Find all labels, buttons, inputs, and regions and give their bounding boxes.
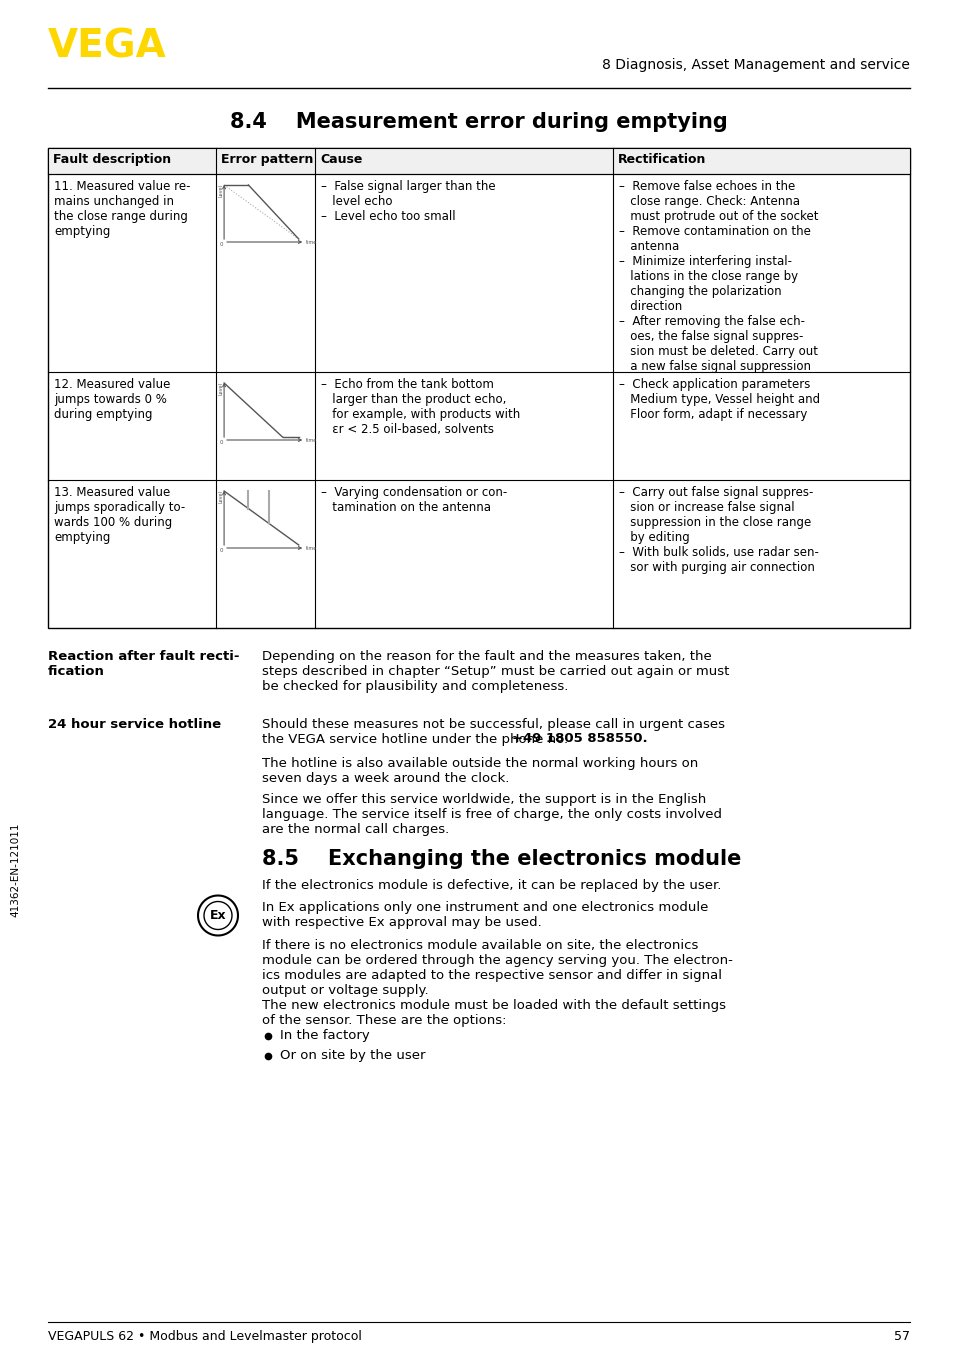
Text: +49 1805 858550.: +49 1805 858550. <box>511 733 647 746</box>
Text: Rectification: Rectification <box>617 153 705 167</box>
Text: –  Varying condensation or con-
   tamination on the antenna: – Varying condensation or con- taminatio… <box>321 486 507 515</box>
Text: Fault description: Fault description <box>53 153 171 167</box>
Polygon shape <box>204 902 232 929</box>
Text: the VEGA service hotline under the phone no.: the VEGA service hotline under the phone… <box>262 733 572 746</box>
Text: time: time <box>306 240 317 245</box>
Polygon shape <box>198 895 237 936</box>
Text: 41362-EN-121011: 41362-EN-121011 <box>10 823 20 917</box>
Text: Or on site by the user: Or on site by the user <box>280 1049 425 1062</box>
Text: Reaction after fault recti-
fication: Reaction after fault recti- fication <box>48 650 239 678</box>
Text: –  Remove false echoes in the
   close range. Check: Antenna
   must protrude ou: – Remove false echoes in the close range… <box>618 180 818 372</box>
Text: 8 Diagnosis, Asset Management and service: 8 Diagnosis, Asset Management and servic… <box>601 58 909 72</box>
Text: In Ex applications only one instrument and one electronics module
with respectiv: In Ex applications only one instrument a… <box>262 900 708 929</box>
Bar <box>48 148 909 628</box>
Bar <box>48 148 909 175</box>
Text: 8.4    Measurement error during emptying: 8.4 Measurement error during emptying <box>230 112 727 131</box>
Text: Error pattern: Error pattern <box>221 153 314 167</box>
Text: 24 hour service hotline: 24 hour service hotline <box>48 718 221 731</box>
Text: VEGAPULS 62 • Modbus and Levelmaster protocol: VEGAPULS 62 • Modbus and Levelmaster pro… <box>48 1330 361 1343</box>
Text: If there is no electronics module available on site, the electronics
module can : If there is no electronics module availa… <box>262 940 732 997</box>
Text: Should these measures not be successful, please call in urgent cases: Should these measures not be successful,… <box>262 718 724 731</box>
Text: time: time <box>306 437 317 443</box>
Text: VEGA: VEGA <box>48 28 167 66</box>
Text: 57: 57 <box>893 1330 909 1343</box>
Text: Level: Level <box>218 184 223 196</box>
Text: 0: 0 <box>219 548 223 552</box>
Text: 13. Measured value
jumps sporadically to-
wards 100 % during
emptying: 13. Measured value jumps sporadically to… <box>54 486 185 544</box>
Text: If the electronics module is defective, it can be replaced by the user.: If the electronics module is defective, … <box>262 879 720 892</box>
Text: Level: Level <box>218 490 223 502</box>
Text: The new electronics module must be loaded with the default settings
of the senso: The new electronics module must be loade… <box>262 999 725 1026</box>
Text: Cause: Cause <box>320 153 362 167</box>
Text: Since we offer this service worldwide, the support is in the English
language. T: Since we offer this service worldwide, t… <box>262 793 721 835</box>
Text: The hotline is also available outside the normal working hours on
seven days a w: The hotline is also available outside th… <box>262 757 698 785</box>
Text: 0: 0 <box>219 440 223 445</box>
Text: Level: Level <box>218 382 223 395</box>
Text: –  Carry out false signal suppres-
   sion or increase false signal
   suppressi: – Carry out false signal suppres- sion o… <box>618 486 818 574</box>
Text: –  False signal larger than the
   level echo
–  Level echo too small: – False signal larger than the level ech… <box>321 180 496 223</box>
Text: 11. Measured value re-
mains unchanged in
the close range during
emptying: 11. Measured value re- mains unchanged i… <box>54 180 191 238</box>
Text: 12. Measured value
jumps towards 0 %
during emptying: 12. Measured value jumps towards 0 % dur… <box>54 378 171 421</box>
Text: Depending on the reason for the fault and the measures taken, the
steps describe: Depending on the reason for the fault an… <box>262 650 729 693</box>
Text: 0: 0 <box>219 242 223 246</box>
Text: –  Echo from the tank bottom
   larger than the product echo,
   for example, wi: – Echo from the tank bottom larger than … <box>321 378 520 436</box>
Text: Ex: Ex <box>210 909 226 922</box>
Text: –  Check application parameters
   Medium type, Vessel height and
   Floor form,: – Check application parameters Medium ty… <box>618 378 819 421</box>
Text: 8.5    Exchanging the electronics module: 8.5 Exchanging the electronics module <box>262 849 740 869</box>
Text: time: time <box>306 546 317 551</box>
Text: In the factory: In the factory <box>280 1029 370 1043</box>
